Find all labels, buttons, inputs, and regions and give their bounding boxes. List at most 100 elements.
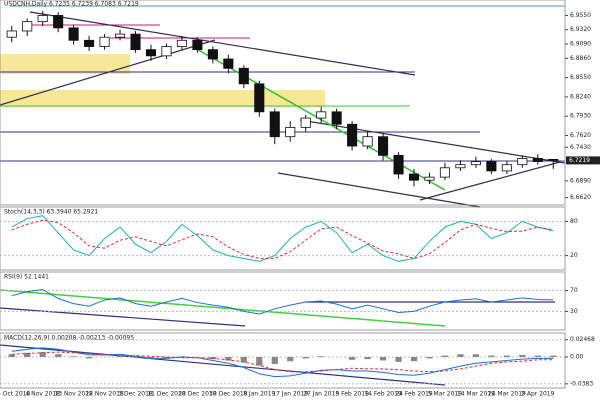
panel-frame [0, 271, 566, 331]
y-tick-label: 6.9090 [570, 41, 591, 48]
histogram-bar [132, 357, 139, 358]
trend-line [419, 161, 561, 201]
x-tick-label: 4 Nov 2018 [25, 391, 60, 398]
y-tick-label: 6.8550 [570, 74, 591, 81]
indicator-line [11, 351, 554, 373]
candle-body [161, 46, 172, 57]
x-tick-label: 30 Dec 2018 [209, 391, 248, 398]
panel-frame [0, 206, 566, 271]
indicator-line [11, 289, 554, 315]
histogram-bar [349, 357, 356, 360]
panel-title: RSI(9) 52.1441 [4, 274, 49, 281]
histogram-bar [256, 357, 263, 366]
histogram-bar [395, 357, 402, 362]
trend-line [0, 344, 446, 386]
annotations [0, 5, 566, 386]
x-tick-label: 2 Apr 2019 [521, 391, 554, 398]
y-tick-label: 0.00 [570, 354, 584, 361]
x-tick-label: 13 Nov 2018 [54, 391, 93, 398]
price-box [566, 156, 600, 165]
zone [0, 54, 130, 74]
panel-frame [0, 332, 566, 389]
panel-title: Stoch(14,3,3) 63.3940 65.2921 [4, 209, 98, 216]
y-tick-label: 6.8240 [570, 93, 591, 100]
candle-body [285, 126, 296, 138]
trend-line [0, 289, 446, 327]
candle-body [424, 176, 435, 181]
candle-body [84, 39, 95, 47]
histogram-bar [8, 354, 15, 357]
candle-body [6, 30, 17, 38]
trend-line [0, 39, 216, 106]
candle-body [254, 83, 265, 113]
y-tick-label: 20 [570, 252, 578, 259]
candle-body [53, 15, 64, 29]
candle-body [455, 164, 466, 169]
x-tick-label: 27 Jan 2019 [303, 391, 339, 398]
candle-body [22, 21, 33, 32]
histogram-bar [318, 356, 325, 357]
y-tick-label: -0.0383 [570, 380, 593, 387]
candle-body [207, 49, 218, 60]
histogram-bar [287, 357, 294, 362]
x-tick-label: 3 Dec 2018 [118, 391, 153, 398]
trend-line [299, 119, 566, 164]
histogram-bar [426, 357, 433, 359]
y-tick-label: 6.9320 [570, 26, 591, 33]
x-tick-label: 11 Dec 2018 [147, 391, 186, 398]
y-tick-label: 6.7930 [570, 113, 591, 120]
y-tick-label: 0.02468 [570, 336, 595, 343]
last-price: 6.7219 [569, 157, 590, 164]
candle-body [238, 67, 249, 85]
candle-body [532, 158, 543, 162]
candle-body [269, 111, 280, 138]
y-tick-label: 70 [570, 287, 578, 294]
histogram-bar [410, 357, 418, 362]
candle-body [145, 49, 157, 57]
candle-body [517, 158, 528, 166]
candle-body [223, 58, 234, 69]
candle-body [68, 27, 79, 41]
candle-body [347, 123, 358, 147]
candle-body [548, 159, 559, 161]
chart-title: USDCNH,Daily 6.7235 6.7239 6.7083 6.7219 [4, 1, 139, 8]
histogram-bar [24, 352, 31, 357]
x-tick-label: 22 Nov 2018 [85, 391, 124, 398]
candle-body [362, 136, 373, 147]
histogram-bar [488, 355, 495, 357]
candle-body [316, 111, 327, 119]
histogram-bar [534, 355, 541, 357]
x-tick-label: 24 Mar 2019 [488, 391, 526, 398]
candle-body [176, 39, 187, 47]
histogram-bar [457, 354, 464, 357]
x-tick-label: 5 Mar 2019 [428, 391, 462, 398]
candle-body [37, 15, 48, 23]
y-tick-label: 6.7620 [570, 132, 591, 139]
candle-body [99, 36, 110, 47]
histogram-bar [550, 355, 557, 357]
y-tick-label: 6.8860 [570, 55, 591, 62]
histogram-bar [86, 357, 93, 359]
histogram-bar [55, 354, 62, 357]
candle-body [470, 161, 481, 166]
histogram-bar [364, 357, 371, 360]
trend-line [277, 172, 481, 208]
histogram-bar [39, 352, 46, 357]
indicator-line [11, 219, 554, 259]
histogram-bar [379, 357, 387, 361]
y-tick-label: 30 [570, 308, 578, 315]
histogram-bar [441, 355, 449, 357]
candle-body [130, 33, 141, 51]
x-tick-label: 8 Jan 2019 [243, 391, 275, 398]
histogram-bar [503, 355, 510, 357]
x-tick-label: 24 Feb 2019 [395, 391, 433, 398]
candle-body [439, 167, 451, 178]
y-tick-label: 80 [570, 218, 578, 225]
zone [0, 90, 325, 107]
candle-body [331, 111, 342, 125]
y-tick-label: 6.9550 [570, 12, 591, 19]
histogram-bar [240, 357, 247, 363]
candle-body [300, 117, 311, 128]
y-tick-label: 6.6890 [570, 177, 591, 184]
candle-body [192, 39, 203, 51]
